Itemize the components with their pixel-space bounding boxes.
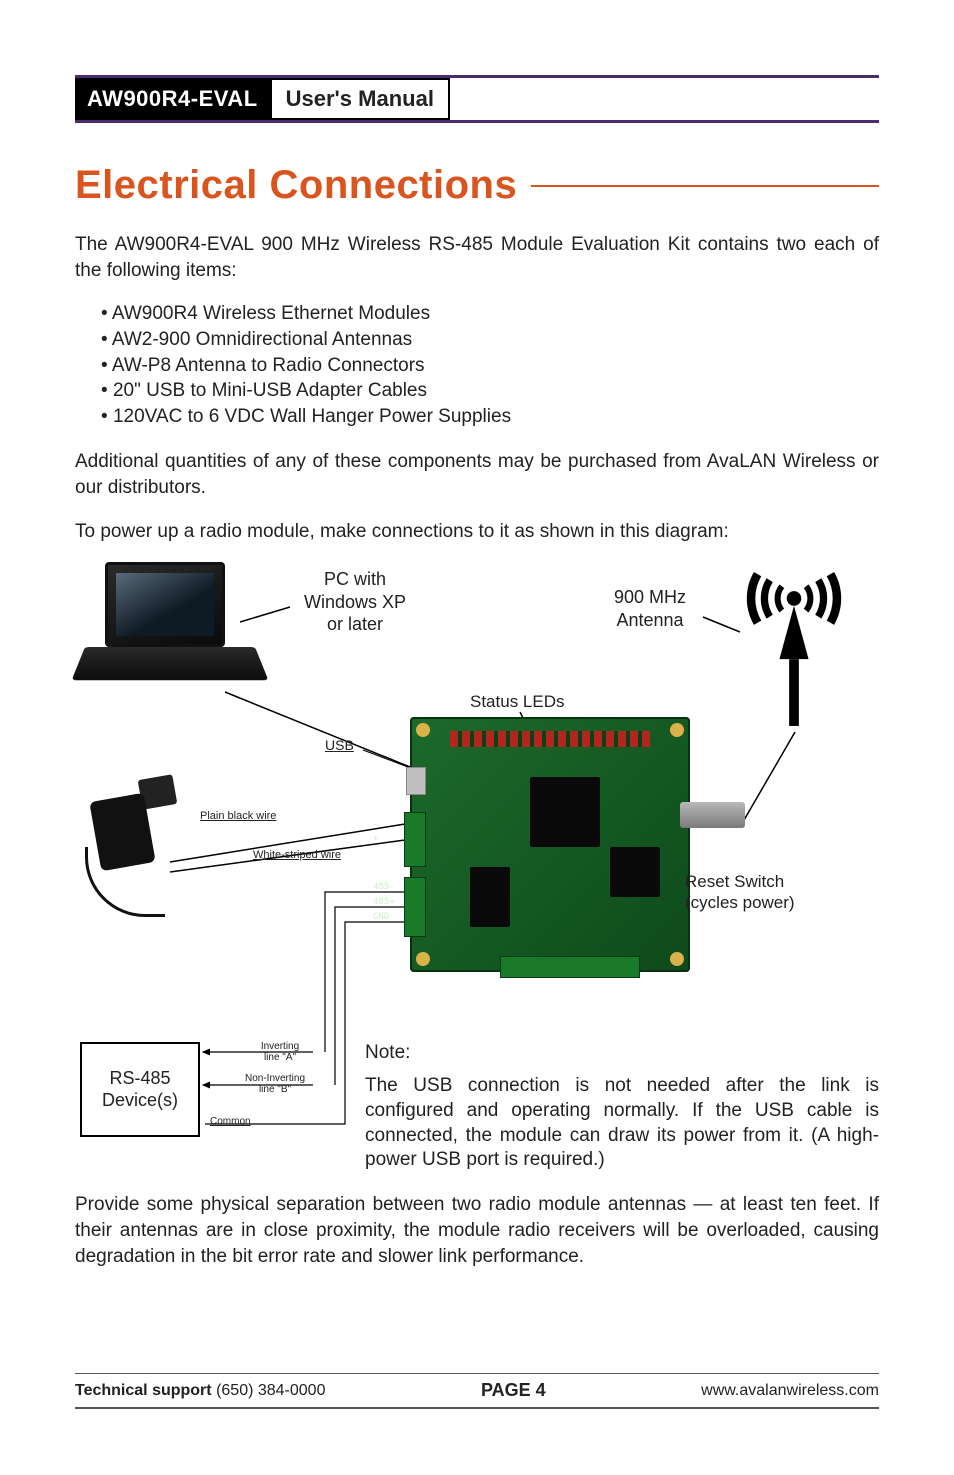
kit-items-list: AW900R4 Wireless Ethernet Modules AW2-90… [101,301,879,429]
note-title: Note: [365,1042,879,1064]
section-title: Electrical Connections [75,163,879,208]
intro-paragraph: The AW900R4-EVAL 900 MHz Wireless RS-485… [75,232,879,283]
list-item: AW900R4 Wireless Ethernet Modules [101,301,879,327]
pc-label-line: PC with [285,568,425,591]
terminal-plus: + [373,834,378,844]
plain-wire-label: Plain black wire [200,810,276,822]
reset-line: Reset Switch [685,872,795,892]
laptop-icon [85,562,255,702]
additional-paragraph: Additional quantities of any of these co… [75,449,879,500]
footer-url: www.avalanwireless.com [701,1382,879,1400]
power-adapter-icon [85,767,185,907]
list-item: AW2-900 Omnidirectional Antennas [101,327,879,353]
pc-label: PC with Windows XP or later [285,568,425,636]
page-number: PAGE 4 [481,1380,546,1401]
pcb-board [410,717,690,972]
terminal-485-minus: 485- [373,882,395,892]
support-phone: (650) 384-0000 [216,1382,325,1399]
terminal-minus: – [373,820,378,830]
rs485-line: RS-485 [102,1068,178,1090]
usb-label: USB [325,737,354,753]
list-item: AW-P8 Antenna to Radio Connectors [101,353,879,379]
pc-label-line: or later [285,613,425,636]
note-block: Note: The USB connection is not needed a… [365,1042,879,1173]
antenna-label: 900 MHz Antenna [595,586,705,631]
inverting-label: Invertingline "A" [250,1042,310,1063]
rs485-device-box: RS-485 Device(s) [80,1042,200,1137]
status-leds-label: Status LEDs [470,692,565,712]
connection-diagram: PC with Windows XP or later 900 MHz Ante… [75,562,879,1182]
terminal-gnd: GND [373,912,389,922]
rs485-line: Device(s) [102,1090,178,1112]
pc-label-line: Windows XP [285,591,425,614]
list-item: 120VAC to 6 VDC Wall Hanger Power Suppli… [101,404,879,430]
terminal-485-plus: 485+ [373,897,395,907]
common-label: Common [210,1117,251,1128]
striped-wire-label: White-striped wire [253,849,341,861]
antenna-label-line: Antenna [595,609,705,632]
antenna-icon [719,562,869,732]
power-paragraph: To power up a radio module, make connect… [75,519,879,545]
model-badge: AW900R4-EVAL [75,78,270,120]
closing-paragraph: Provide some physical separation between… [75,1192,879,1269]
list-item: 20" USB to Mini-USB Adapter Cables [101,378,879,404]
reset-line: (cycles power) [685,893,795,913]
page-footer: Technical support (650) 384-0000 PAGE 4 … [75,1373,879,1415]
antenna-label-line: 900 MHz [595,586,705,609]
manual-label: User's Manual [270,78,450,120]
reset-switch-label: Reset Switch (cycles power) [685,872,795,913]
non-inverting-label: Non-Invertingline "B" [235,1074,315,1095]
note-body: The USB connection is not needed after t… [365,1074,879,1173]
doc-header: AW900R4-EVAL User's Manual [75,75,879,123]
support-label: Technical support [75,1382,212,1399]
support-text: Technical support (650) 384-0000 [75,1382,325,1400]
